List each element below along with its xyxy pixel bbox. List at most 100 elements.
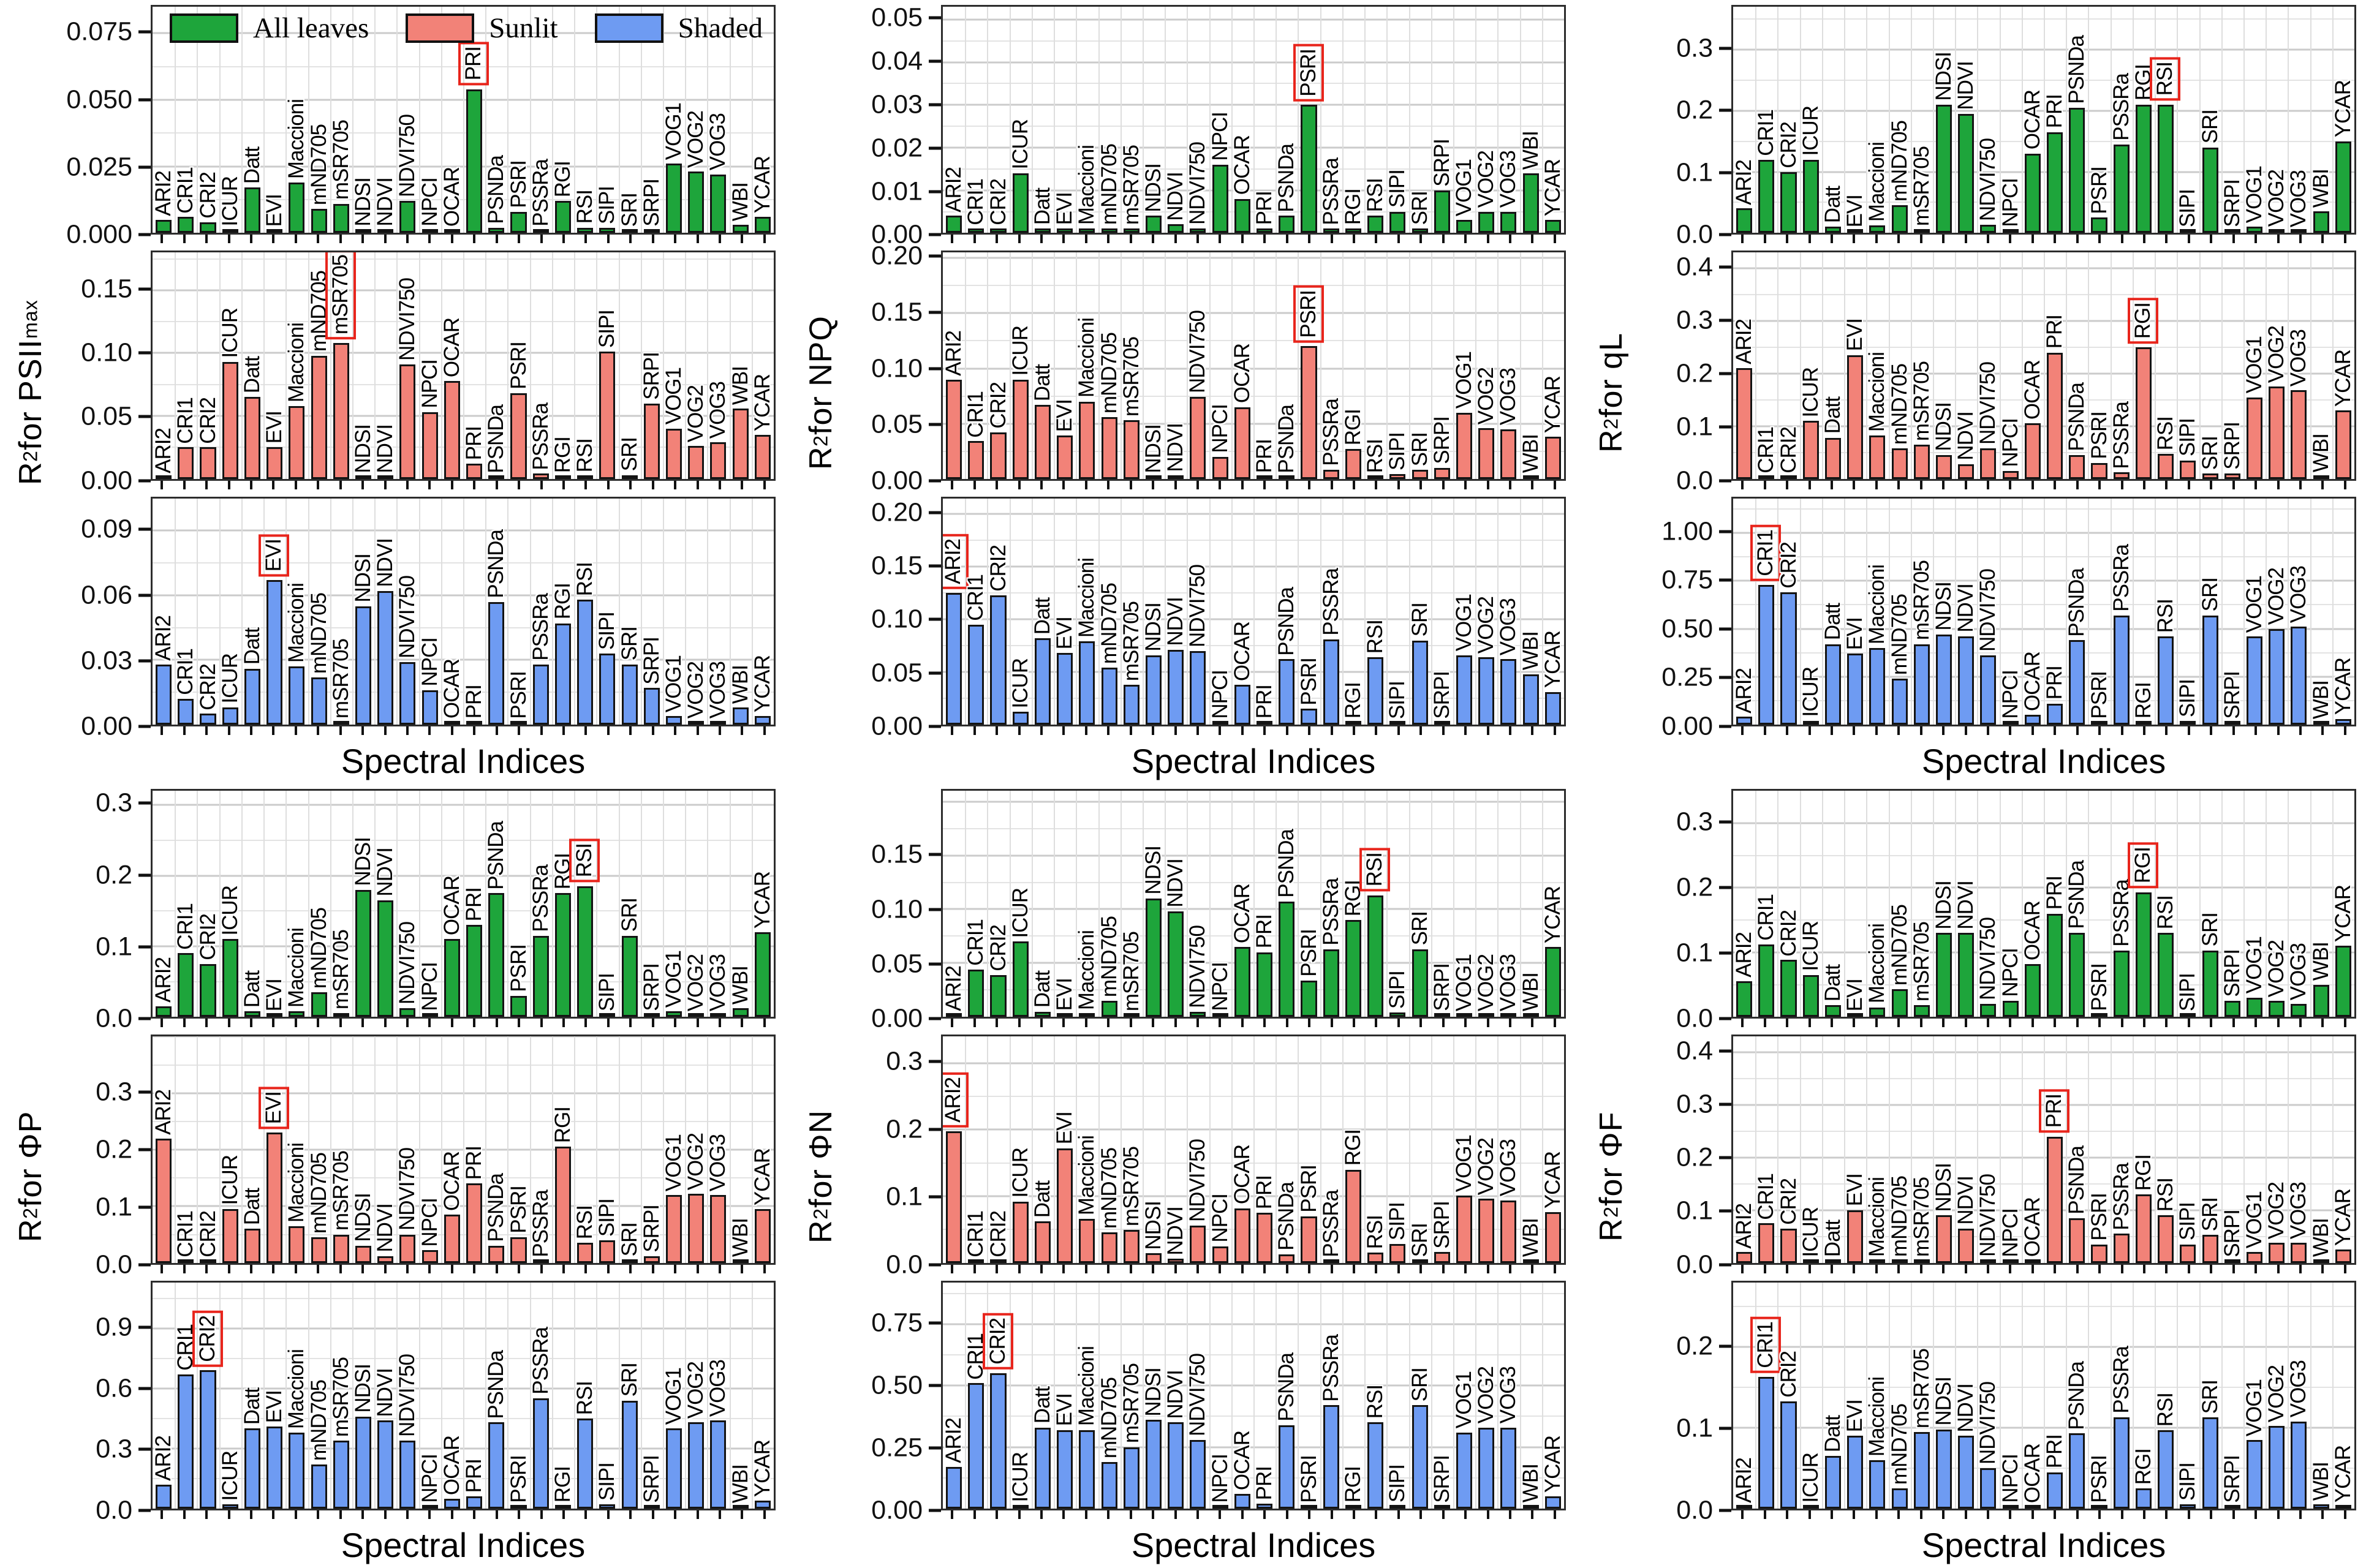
gridline-vertical xyxy=(219,1282,221,1509)
gridline-vertical xyxy=(263,252,265,479)
gridline-vertical xyxy=(1031,252,1033,479)
gridline-vertical xyxy=(285,498,287,725)
bar-label: PSNDa xyxy=(1274,587,1299,656)
bar xyxy=(1500,659,1517,725)
x-tick-mark xyxy=(2343,1510,2346,1519)
bar-label: PSRI xyxy=(506,671,531,719)
y-axis: 0.0 0.1 0.2 0.3 0.4 xyxy=(1638,251,1731,494)
y-tick-label: 0.00 xyxy=(81,466,132,496)
y-tick-mark xyxy=(1719,1509,1731,1512)
x-tick-mark xyxy=(227,235,230,244)
bar-label: VOG3 xyxy=(1496,368,1521,426)
bar xyxy=(732,1504,749,1509)
gridline-vertical xyxy=(574,791,576,1017)
gridline-vertical xyxy=(1364,498,1366,725)
y-tick-label: 0.10 xyxy=(81,337,132,368)
gridline-vertical xyxy=(1408,1036,1410,1263)
bar xyxy=(178,1259,194,1263)
x-tick-mark xyxy=(1018,235,1021,244)
plot-area: ARI2 CRI1 CRI2 ICUR Datt EVI Maccioni mND705 mSR… xyxy=(941,789,1566,1019)
bar xyxy=(1301,105,1317,233)
gridline-vertical xyxy=(987,1282,989,1509)
bar xyxy=(946,1013,962,1017)
plot-area: ARI2 CRI1 CRI2 ICUR Datt EVI Maccioni mND705 mSR… xyxy=(941,251,1566,481)
bar xyxy=(1434,1252,1450,1263)
bar-label: SRPI xyxy=(639,1204,663,1253)
x-tick-mark xyxy=(2321,726,2324,735)
y-tick-mark xyxy=(929,254,941,258)
bar xyxy=(1012,379,1029,479)
bar-label-highlighted: RGI xyxy=(2127,297,2158,344)
bar xyxy=(2113,1417,2130,1509)
x-tick-mark xyxy=(294,726,297,735)
y-tick-label: 0.50 xyxy=(871,1370,923,1400)
bar-label: CRI1 xyxy=(1754,109,1778,156)
legend-swatch xyxy=(406,13,475,43)
x-tick-mark xyxy=(361,726,365,735)
x-tick-mark xyxy=(696,1264,699,1273)
gridline-vertical xyxy=(662,252,664,479)
bar xyxy=(1802,1259,1819,1263)
bar xyxy=(1522,173,1539,233)
bar-label: CRI1 xyxy=(173,903,198,950)
bar xyxy=(200,222,216,233)
x-tick-mark xyxy=(1853,1264,1856,1273)
x-tick-mark xyxy=(1196,235,1199,244)
gridline-vertical xyxy=(2243,7,2245,233)
bar xyxy=(1168,650,1184,725)
bar xyxy=(1544,220,1561,233)
y-tick-mark xyxy=(1719,1156,1731,1159)
y-tick-mark xyxy=(1719,1209,1731,1213)
gridline-vertical xyxy=(485,1282,487,1509)
gridline-vertical xyxy=(1844,791,1846,1017)
bar xyxy=(2047,1472,2063,1509)
bar xyxy=(1935,455,1952,479)
gridline-vertical xyxy=(1453,498,1454,725)
gridline-vertical xyxy=(2155,1282,2156,1509)
bar xyxy=(1168,1422,1184,1509)
x-tick-mark xyxy=(1486,1264,1489,1273)
y-tick-mark xyxy=(1719,47,1731,50)
bar xyxy=(1522,1259,1539,1263)
bar-label: YCAR xyxy=(1540,1151,1565,1209)
bar xyxy=(1234,947,1250,1017)
x-tick-mark xyxy=(339,235,342,244)
x-tick-mark xyxy=(518,1019,521,1028)
x-axis xyxy=(1731,235,2356,246)
x-tick-mark xyxy=(428,1510,431,1519)
x-tick-mark xyxy=(1986,235,1989,244)
bar-label: EVI xyxy=(262,194,287,227)
x-tick-mark xyxy=(227,726,230,735)
x-tick-mark xyxy=(2165,1019,2168,1028)
bar-label-highlighted: PRI xyxy=(2039,1089,2070,1133)
x-axis xyxy=(941,480,1566,492)
x-tick-mark xyxy=(1808,480,1811,489)
bar xyxy=(1780,172,1797,233)
bar-label: PSNDa xyxy=(1274,143,1299,213)
gridline-vertical xyxy=(729,498,731,725)
gridline-vertical xyxy=(285,7,287,233)
bar xyxy=(990,974,1007,1017)
bar-label: NDVI750 xyxy=(395,1354,420,1437)
gridline-vertical xyxy=(2332,1282,2334,1509)
x-tick-mark xyxy=(1464,1510,1467,1519)
bar xyxy=(200,447,216,479)
gridline-vertical xyxy=(1209,498,1211,725)
x-tick-mark xyxy=(2343,726,2346,735)
x-tick-mark xyxy=(1464,726,1467,735)
x-tick-mark xyxy=(1241,726,1244,735)
gridline-vertical xyxy=(175,1036,176,1263)
y-tick-mark xyxy=(929,190,941,194)
legend-label: Shaded xyxy=(678,12,763,44)
gridline-vertical xyxy=(374,791,376,1017)
bar xyxy=(1389,1244,1406,1263)
gridline-vertical xyxy=(1821,1282,1823,1509)
gridline-vertical xyxy=(1009,498,1011,725)
x-tick-mark xyxy=(1830,480,1833,489)
x-tick-mark xyxy=(428,726,431,735)
gridline-vertical xyxy=(396,498,398,725)
bar xyxy=(1034,1011,1051,1017)
x-tick-mark xyxy=(1285,1510,1288,1519)
x-tick-mark xyxy=(2255,235,2258,244)
gridline-vertical xyxy=(330,791,331,1017)
